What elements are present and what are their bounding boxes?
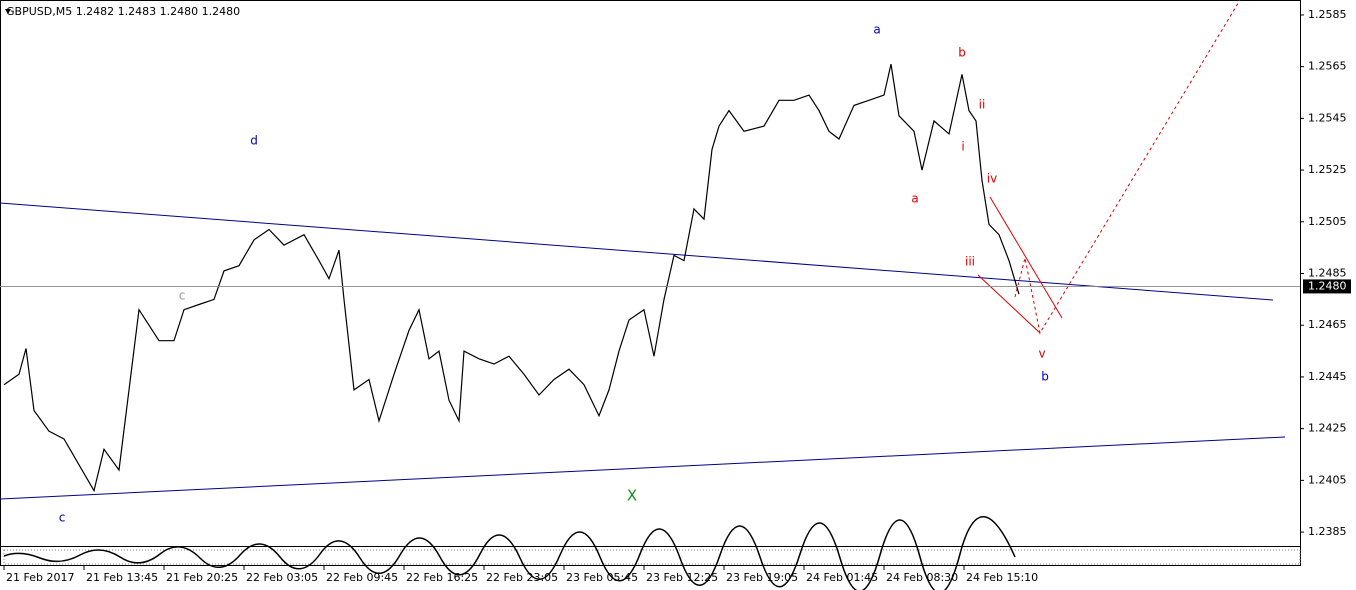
indicator-panel: [3, 549, 1301, 565]
y-tick-label: 1.2485: [1308, 267, 1347, 280]
x-tick-label: 23 Feb 12:25: [646, 571, 718, 584]
y-tick-label: 1.2565: [1308, 60, 1347, 73]
wave-label: X: [627, 487, 637, 505]
channel-line: [977, 274, 1041, 334]
y-tick-label: 1.2385: [1308, 525, 1347, 538]
wave-label: a: [911, 192, 918, 206]
wave-label: c: [179, 289, 186, 303]
wave-label: b: [1041, 370, 1049, 384]
y-tick-label: 1.2525: [1308, 163, 1347, 176]
wave-label: ii: [979, 98, 986, 112]
wave-label: v: [1038, 347, 1045, 361]
projection-line: [1014, 0, 1241, 335]
x-tick-label: 21 Feb 2017: [6, 571, 74, 584]
wave-label: a: [873, 23, 880, 37]
y-tick-label: 1.2545: [1308, 111, 1347, 124]
last-price-label: 1.2480: [1308, 279, 1347, 292]
wave-label: c: [59, 511, 66, 525]
wave-label: d: [250, 134, 258, 148]
channel-line: [989, 196, 1063, 319]
plot-frame: [0, 0, 1301, 566]
header-arrow: [5, 9, 11, 14]
wave-label: iii: [965, 255, 975, 269]
trendline-lower: [0, 436, 1286, 500]
x-tick-label: 21 Feb 20:25: [166, 571, 238, 584]
x-tick-label: 24 Feb 01:45: [806, 571, 878, 584]
y-tick-label: 1.2405: [1308, 473, 1347, 486]
trendline-upper: [0, 202, 1274, 301]
chart-title: GBPUSD,M5 1.2482 1.2483 1.2480 1.2480: [6, 5, 240, 18]
wave-label: iv: [987, 172, 997, 186]
y-tick-label: 1.2505: [1308, 215, 1347, 228]
indicator-line: [3, 516, 1016, 590]
y-tick-label: 1.2465: [1308, 318, 1347, 331]
x-tick-label: 22 Feb 16:25: [406, 571, 478, 584]
x-tick-label: 22 Feb 23:05: [486, 571, 558, 584]
x-tick-label: 23 Feb 19:05: [726, 571, 798, 584]
wave-label: i: [961, 140, 964, 154]
y-tick-label: 1.2425: [1308, 422, 1347, 435]
x-tick-label: 24 Feb 15:10: [966, 571, 1038, 584]
price-line: [3, 63, 1020, 493]
last-price-box: [1303, 279, 1351, 294]
x-tick-label: 21 Feb 13:45: [86, 571, 158, 584]
y-tick-label: 1.2445: [1308, 370, 1347, 383]
x-tick-label: 22 Feb 09:45: [326, 571, 398, 584]
x-tick-label: 22 Feb 03:05: [246, 571, 318, 584]
wave-label: b: [958, 46, 966, 60]
x-tick-label: 23 Feb 05:45: [566, 571, 638, 584]
y-tick-label: 1.2585: [1308, 8, 1347, 21]
x-tick-label: 24 Feb 08:30: [886, 571, 958, 584]
